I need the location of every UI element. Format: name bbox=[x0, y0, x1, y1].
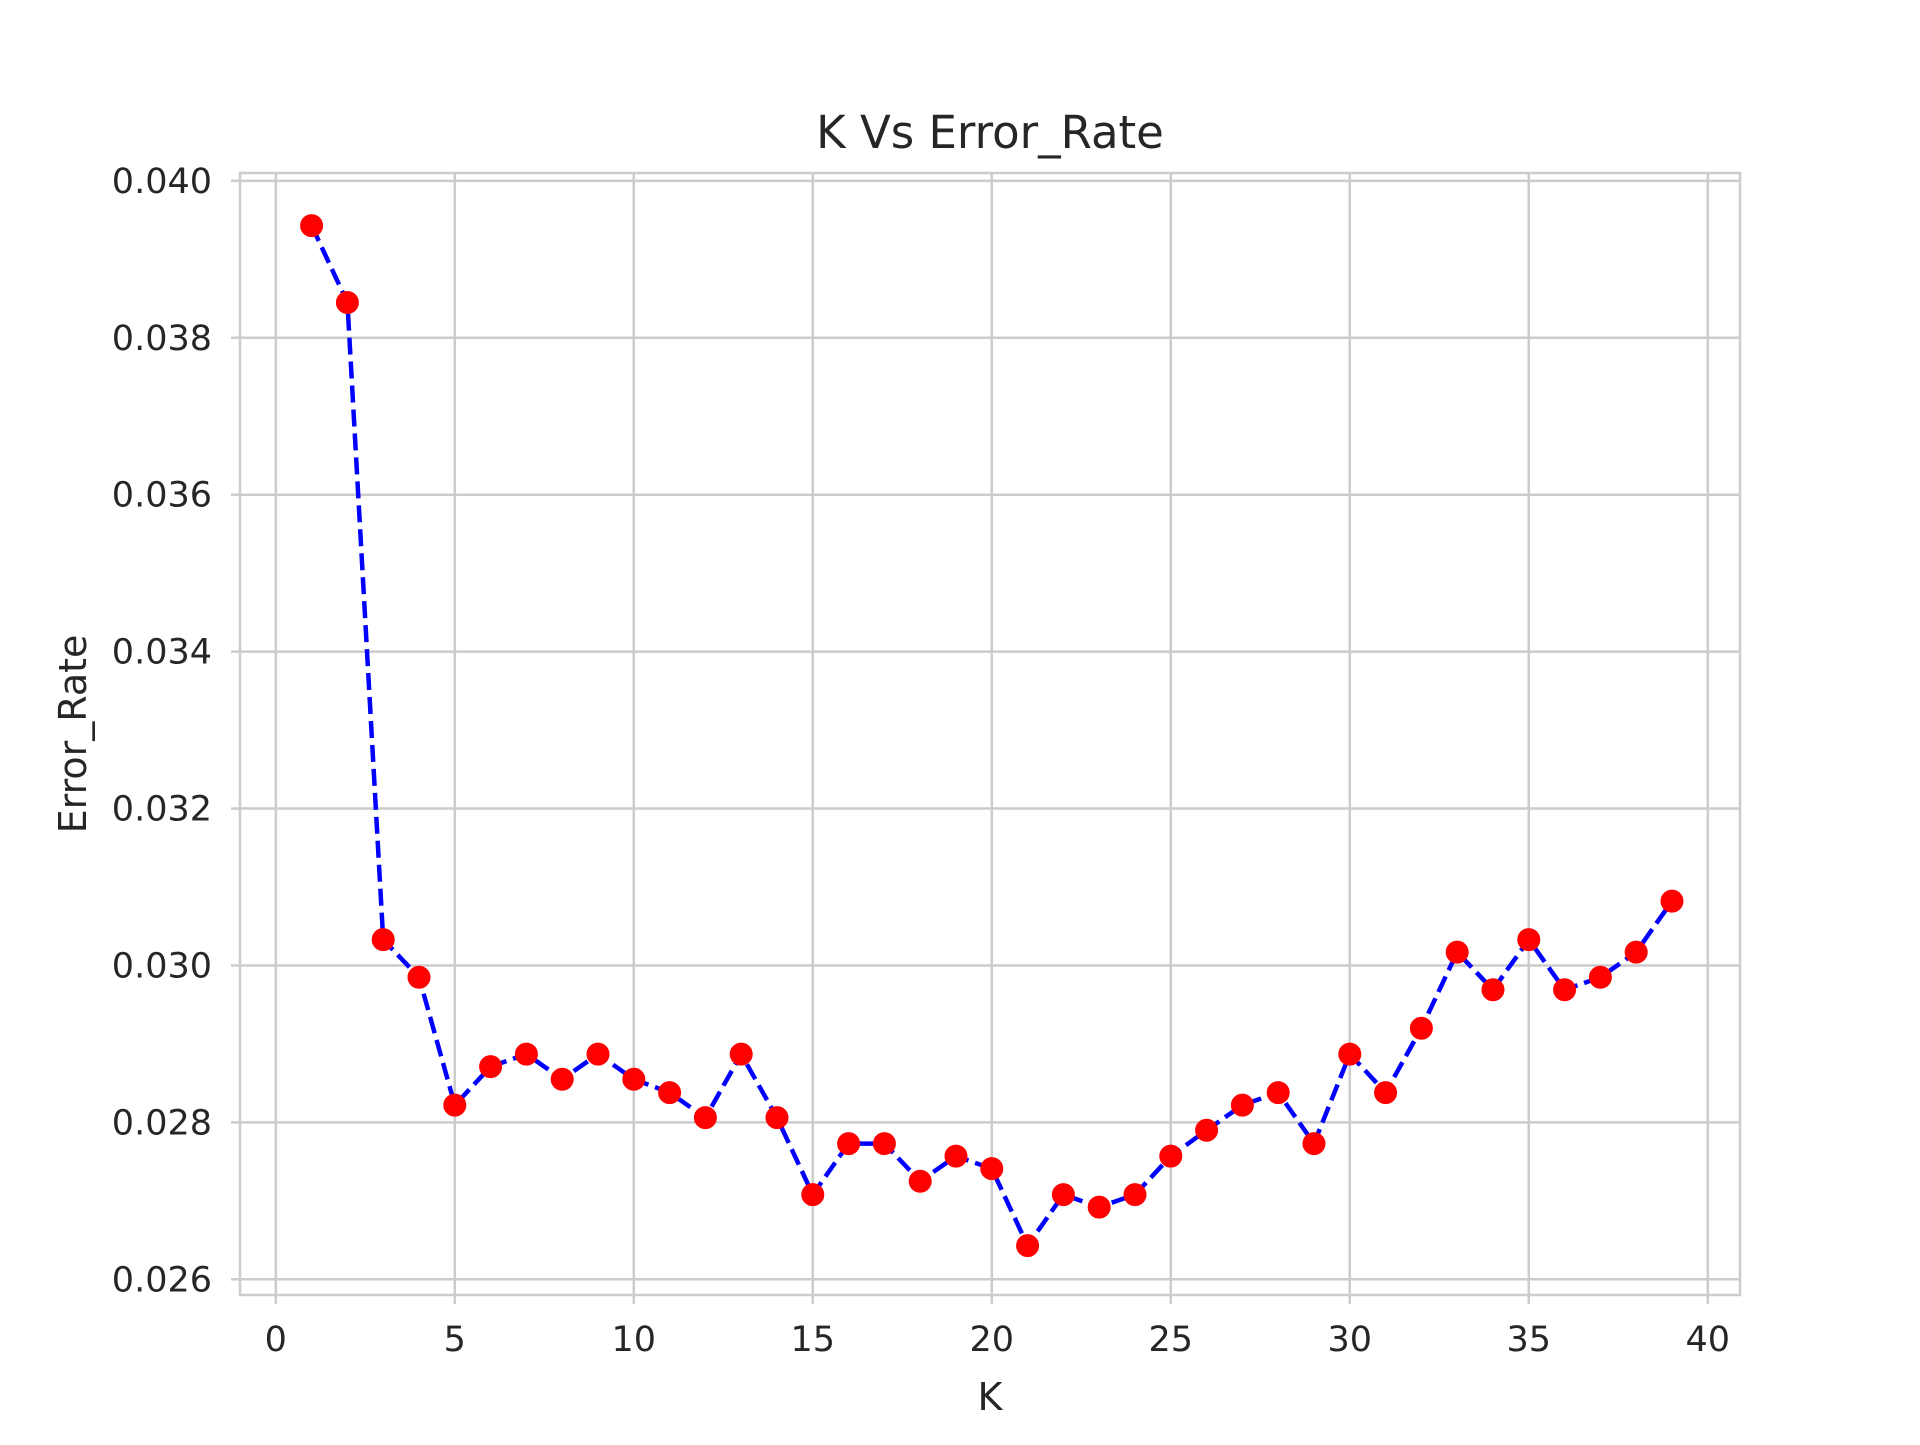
y-tick-label: 0.030 bbox=[112, 946, 212, 986]
y-tick-label: 0.026 bbox=[112, 1260, 212, 1300]
data-point bbox=[1159, 1144, 1183, 1168]
data-point bbox=[300, 214, 324, 238]
data-point bbox=[371, 928, 395, 952]
data-point bbox=[1660, 889, 1684, 913]
data-point bbox=[1087, 1195, 1111, 1219]
y-tick-label: 0.038 bbox=[112, 319, 212, 359]
data-point bbox=[1374, 1081, 1398, 1105]
series-line bbox=[309, 224, 1674, 1248]
data-point bbox=[1588, 965, 1612, 989]
x-tick-label: 30 bbox=[1328, 1320, 1373, 1360]
x-tick-label: 15 bbox=[791, 1320, 836, 1360]
plot-background bbox=[240, 173, 1740, 1295]
data-point bbox=[1016, 1234, 1040, 1258]
y-tick-label: 0.036 bbox=[112, 476, 212, 516]
data-point bbox=[335, 290, 359, 314]
data-point bbox=[658, 1081, 682, 1105]
x-tick-label: 40 bbox=[1686, 1320, 1731, 1360]
data-point bbox=[443, 1093, 467, 1117]
data-point bbox=[1266, 1081, 1290, 1105]
data-point bbox=[729, 1042, 753, 1066]
x-tick-label: 0 bbox=[265, 1320, 287, 1360]
data-point bbox=[1517, 928, 1541, 952]
data-series bbox=[300, 214, 1684, 1258]
y-tick-label: 0.028 bbox=[112, 1103, 212, 1143]
data-point bbox=[1338, 1042, 1362, 1066]
y-tick-label: 0.032 bbox=[112, 790, 212, 830]
y-tick-label: 0.034 bbox=[112, 633, 212, 673]
x-axis-label: K bbox=[978, 1375, 1004, 1419]
data-point bbox=[1230, 1093, 1254, 1117]
data-point bbox=[980, 1157, 1004, 1181]
y-tick-label: 0.040 bbox=[112, 162, 212, 202]
data-point bbox=[908, 1169, 932, 1193]
data-point bbox=[514, 1042, 538, 1066]
data-point bbox=[622, 1067, 646, 1091]
data-point bbox=[1445, 940, 1469, 964]
data-point bbox=[1481, 978, 1505, 1002]
data-point bbox=[1123, 1183, 1147, 1207]
grid bbox=[240, 173, 1740, 1295]
data-point bbox=[1553, 978, 1577, 1002]
data-point bbox=[944, 1144, 968, 1168]
x-tick-label: 20 bbox=[970, 1320, 1015, 1360]
data-point bbox=[407, 965, 431, 989]
x-tick-label: 5 bbox=[444, 1320, 466, 1360]
x-tick-label: 10 bbox=[612, 1320, 657, 1360]
data-point bbox=[693, 1106, 717, 1130]
y-axis-ticks: 0.026 0.028 0.030 0.032 0.034 0.036 0.038 0.040 bbox=[112, 162, 240, 1300]
data-point bbox=[1195, 1118, 1219, 1142]
y-axis-label: Error_Rate bbox=[51, 635, 95, 834]
data-point bbox=[765, 1106, 789, 1130]
x-tick-label: 25 bbox=[1149, 1320, 1194, 1360]
data-point bbox=[872, 1132, 896, 1156]
data-point bbox=[1051, 1183, 1075, 1207]
data-point bbox=[479, 1055, 503, 1079]
data-point bbox=[550, 1067, 574, 1091]
plot-frame bbox=[238, 171, 1742, 1297]
data-point bbox=[1302, 1132, 1326, 1156]
data-point bbox=[1409, 1016, 1433, 1040]
data-point bbox=[801, 1183, 825, 1207]
chart-title: K Vs Error_Rate bbox=[816, 106, 1164, 159]
x-axis-ticks: 0 5 10 15 20 25 30 35 40 bbox=[265, 1295, 1730, 1360]
data-point bbox=[586, 1042, 610, 1066]
x-tick-label: 35 bbox=[1507, 1320, 1552, 1360]
data-point bbox=[837, 1132, 861, 1156]
data-point bbox=[1624, 940, 1648, 964]
